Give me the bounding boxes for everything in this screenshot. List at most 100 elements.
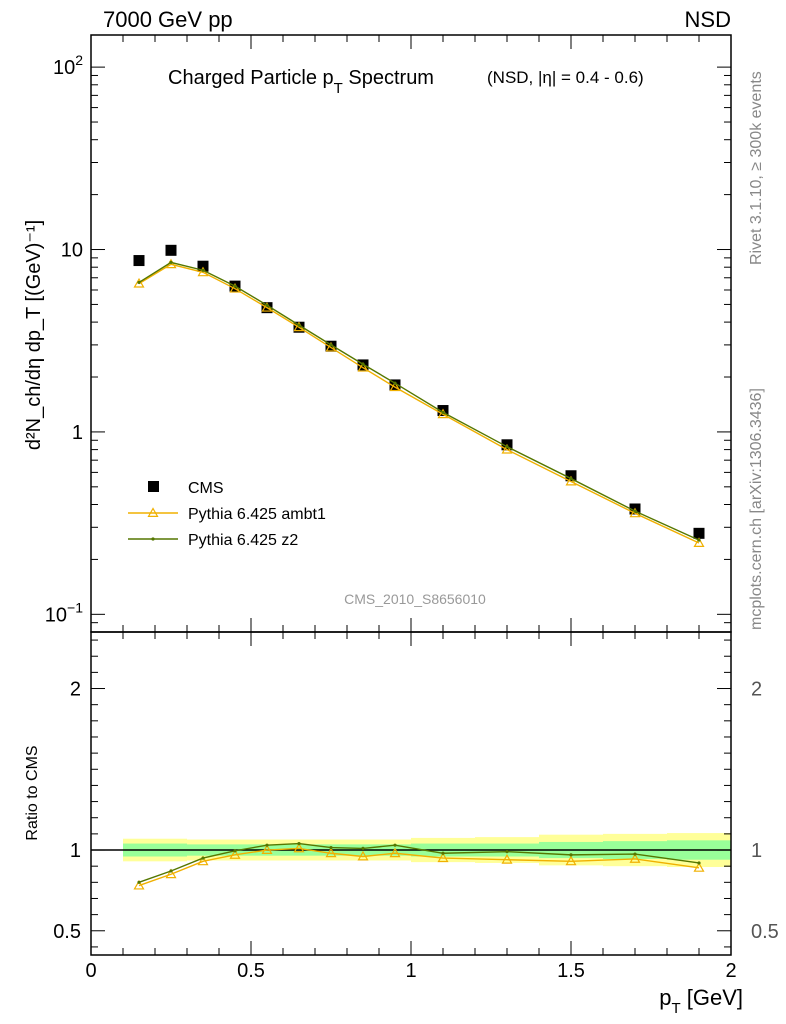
series-line (138, 263, 700, 544)
mcplots-label: mcplots.cern.ch [arXiv:1306.3436] (748, 388, 765, 630)
x-tick-label: 0 (85, 960, 96, 982)
main-series-group (133, 244, 705, 547)
cms-point (565, 470, 577, 482)
ratio-panel-frame (90, 631, 732, 956)
ambt1-point (389, 381, 401, 392)
ratio-ambt1-point (357, 850, 369, 861)
ambt1-point (565, 475, 577, 486)
main-panel-frame (90, 34, 732, 633)
cms-point (693, 527, 705, 539)
ambt1-point (501, 443, 513, 454)
analysis-watermark: CMS_2010_S8656010 (344, 591, 486, 607)
ratio-z2-point (697, 861, 701, 865)
ratio-ambt1-point (693, 862, 705, 872)
legend-z2-marker (151, 537, 155, 541)
ratio-axis-ticks: 0.5 0.51 12 20 0.5 1 1.5 2 (53, 632, 779, 982)
main-y-tick-label: 102 (53, 52, 83, 79)
z2-point (361, 362, 365, 366)
legend-label: Pythia 6.425 z2 (188, 532, 298, 549)
legend-cms-marker (148, 481, 159, 492)
ratio-series-group (133, 841, 705, 890)
z2-point (329, 343, 333, 347)
x-tick-label: 2 (725, 960, 736, 982)
z2-point (201, 268, 205, 272)
ratio-y-tick-label-right: 0.5 (751, 921, 779, 943)
x-axis-label: pT [GeV] (659, 985, 743, 1017)
series-line (138, 261, 700, 541)
legend-ambt1-marker (147, 507, 159, 517)
cms-point (133, 255, 145, 267)
main-title-qualifier: (NSD, |η| = 0.4 - 0.6) (487, 68, 644, 87)
z2-point (297, 323, 301, 327)
main-title-text: Charged Particle p (168, 67, 334, 89)
x-label-text: p (659, 985, 671, 1010)
ratio-ambt1-point (133, 879, 145, 890)
main-axis-ticks: 10−1 1 10 102 (45, 35, 732, 633)
z2-point (265, 303, 269, 307)
x-label-unit: [GeV] (681, 985, 743, 1010)
ratio-z2-point (137, 880, 141, 884)
ambt1-point (357, 361, 369, 372)
x-label-sub: T (671, 1000, 680, 1017)
z2-point (393, 381, 397, 385)
main-y-label: d²N_ch/dη dp_T [(GeV)⁻¹] (23, 220, 45, 450)
ratio-ambt1-point (229, 849, 241, 859)
ratio-series-line (138, 842, 700, 883)
ratio-ambt1-point (565, 855, 577, 866)
ratio-y-tick-label-right: 1 (751, 840, 762, 862)
z2-point (569, 476, 573, 481)
legend: CMS Pythia 6.425 ambt1 Pythia 6.425 z2 (128, 480, 326, 549)
z2-point (505, 445, 509, 449)
ratio-ambt1-point (261, 844, 273, 855)
ratio-ambt1-point (437, 852, 449, 863)
ambt1-point (133, 277, 145, 288)
main-y-tick-label: 1 (72, 422, 83, 444)
cms-point (165, 244, 177, 256)
main-title-sub: T (334, 80, 343, 97)
ratio-z2-point (633, 852, 637, 856)
main-title-tail: Spectrum (343, 67, 434, 89)
ratio-z2-point (233, 849, 237, 853)
legend-label: CMS (188, 480, 224, 497)
ratio-z2-point (441, 851, 445, 855)
ratio-z2-point (201, 856, 205, 860)
z2-point (633, 509, 637, 513)
ratio-z2-point (169, 869, 173, 873)
header-left: 7000 GeV pp (103, 7, 233, 32)
rivet-label: Rivet 3.1.10, ≥ 300k events (748, 71, 765, 265)
ratio-ambt1-point (389, 847, 401, 858)
ratio-z2-point (297, 841, 301, 846)
header-right: NSD (685, 7, 731, 32)
z2-point (137, 280, 141, 285)
z2-point (697, 538, 701, 542)
ratio-ambt1-point (501, 854, 513, 864)
ratio-ambt1-point (293, 842, 305, 853)
z2-point (441, 410, 445, 414)
ratio-y-label: Ratio to CMS (24, 745, 41, 840)
cms-point (389, 379, 401, 391)
ratio-z2-point (329, 846, 333, 850)
ratio-z2-point (393, 843, 397, 847)
ratio-ambt1-point (197, 855, 209, 866)
ratio-z2-point (505, 850, 509, 854)
ratio-z2-point (265, 843, 269, 847)
main-title: Charged Particle pT Spectrum (168, 67, 434, 97)
ratio-z2-point (569, 853, 573, 857)
ratio-y-tick-label: 0.5 (53, 921, 81, 943)
ratio-ambt1-point (629, 853, 641, 863)
x-tick-label: 0.5 (237, 960, 265, 982)
main-y-tick-label: 10 (61, 240, 83, 262)
z2-point (169, 260, 173, 264)
ratio-y-tick-label: 2 (70, 679, 81, 701)
ratio-y-tick-label: 1 (70, 840, 81, 862)
legend-label: Pythia 6.425 ambt1 (188, 506, 326, 523)
cms-point (197, 260, 209, 272)
ratio-series-line (138, 847, 700, 887)
ratio-y-tick-label-right: 2 (751, 679, 762, 701)
z2-point (233, 284, 237, 288)
x-tick-label: 1.5 (557, 960, 585, 982)
ratio-z2-point (361, 846, 365, 851)
main-y-tick-label: 10−1 (45, 599, 83, 626)
x-tick-label: 1 (405, 960, 416, 982)
ratio-ambt1-point (325, 847, 337, 858)
